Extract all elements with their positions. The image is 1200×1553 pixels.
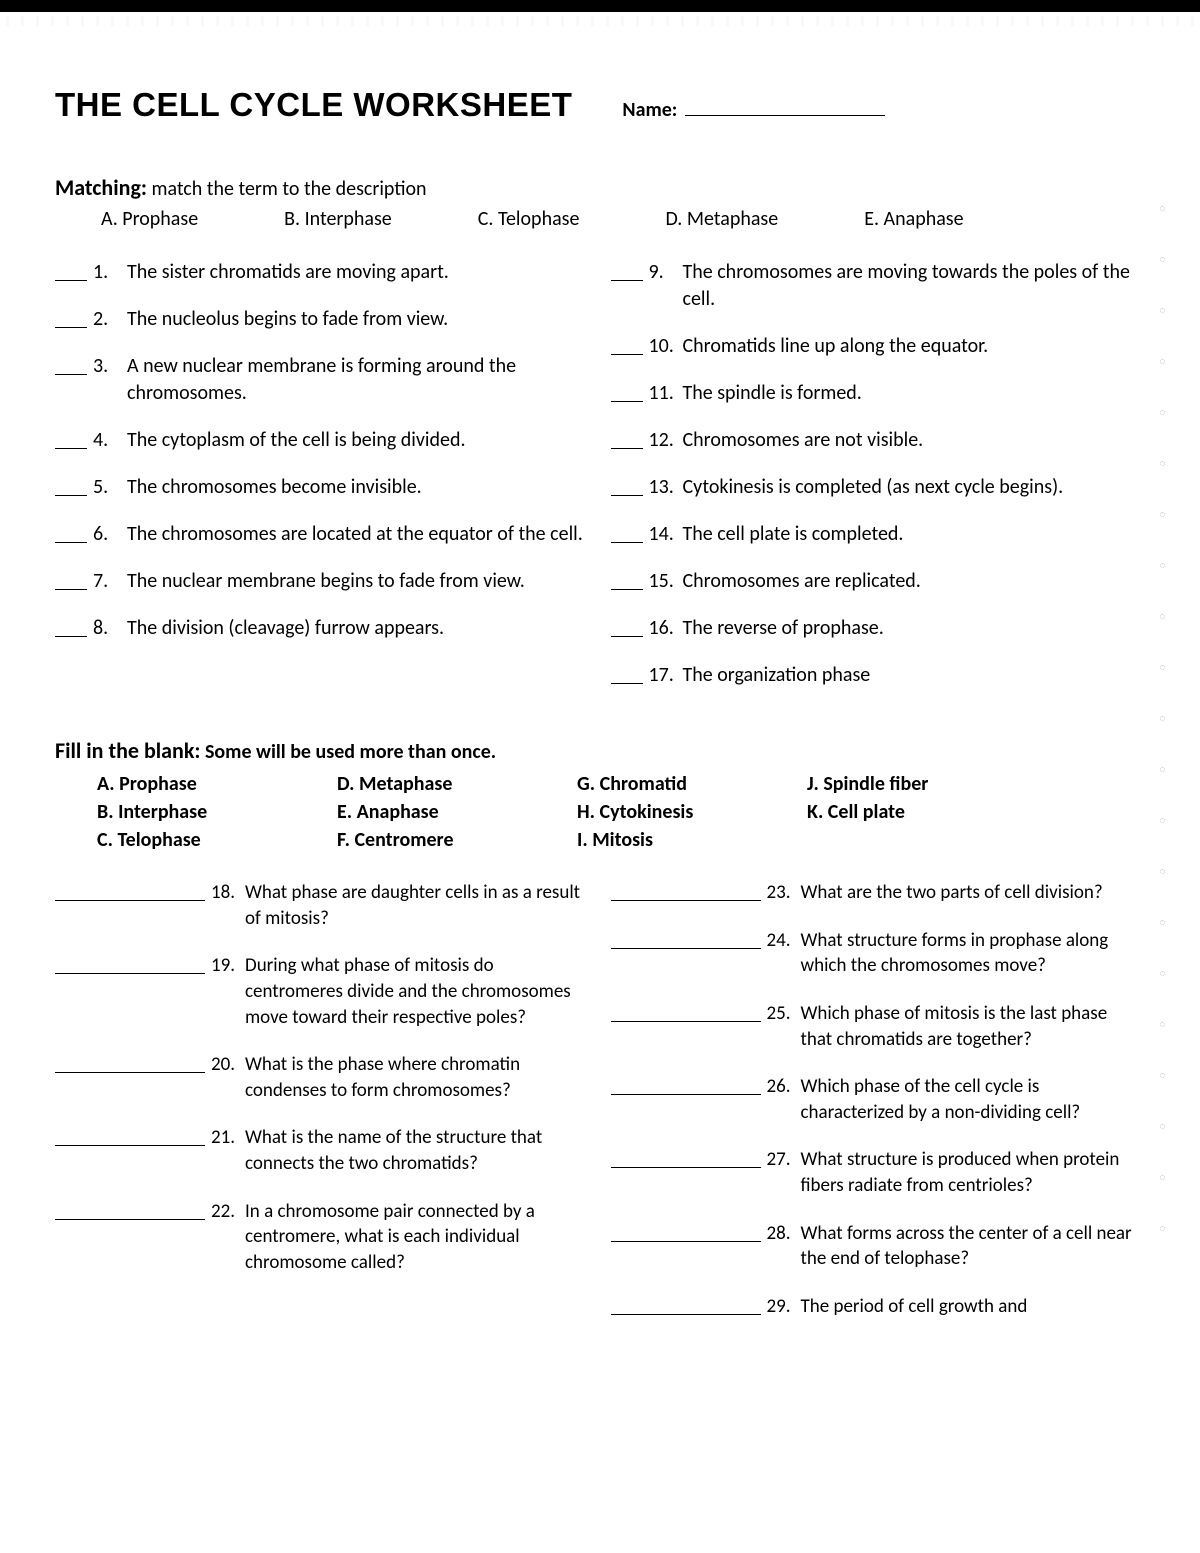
binder-holes (1160, 206, 1166, 1342)
q27: 27.What structure is produced when prote… (611, 1147, 1141, 1198)
fopt-c: C. Telophase (97, 828, 337, 852)
fopt-h: H. Cytokinesis (577, 800, 807, 824)
matching-heading: Matching: match the term to the descript… (55, 174, 1140, 201)
name-field-wrap: Name: (622, 98, 885, 122)
q13: 13.Cytokinesis is completed (as next cyc… (611, 474, 1141, 501)
fopt-e: E. Anaphase (337, 800, 577, 824)
answer-blank[interactable] (611, 1294, 761, 1315)
answer-blank[interactable] (55, 1199, 205, 1220)
answer-blank[interactable] (55, 953, 205, 974)
fopt-f: F. Centromere (337, 828, 577, 852)
answer-blank[interactable] (55, 880, 205, 901)
answer-blank[interactable] (611, 1221, 761, 1242)
answer-blank[interactable] (55, 259, 87, 281)
answer-blank[interactable] (611, 1147, 761, 1168)
q18: 18.What phase are daughter cells in as a… (55, 880, 585, 931)
q29: 29.The period of cell growth and (611, 1294, 1141, 1320)
fopt-i: I. Mitosis (577, 828, 807, 852)
fopt-k: K. Cell plate (807, 800, 1037, 824)
fill-heading-bold: Fill in the blank: (55, 737, 200, 764)
scan-noise (0, 16, 1200, 26)
answer-blank[interactable] (611, 568, 643, 590)
matching-right-col: 9.The chromosomes are moving towards the… (611, 259, 1141, 709)
q26: 26.Which phase of the cell cycle is char… (611, 1074, 1141, 1125)
q11: 11.The spindle is formed. (611, 380, 1141, 407)
fopt-g: G. Chromatid (577, 772, 807, 796)
answer-blank[interactable] (611, 521, 643, 543)
matching-heading-bold: Matching: (55, 174, 147, 201)
fopt-b: B. Interphase (97, 800, 337, 824)
q25: 25.Which phase of mitosis is the last ph… (611, 1001, 1141, 1052)
q24: 24.What structure forms in prophase alon… (611, 928, 1141, 979)
name-input-line[interactable] (685, 115, 885, 116)
q28: 28.What forms across the center of a cel… (611, 1221, 1141, 1272)
q17: 17.The organization phase (611, 662, 1141, 689)
q12: 12.Chromosomes are not visible. (611, 427, 1141, 454)
q3: 3.A new nuclear membrane is forming arou… (55, 353, 585, 407)
answer-blank[interactable] (55, 615, 87, 637)
fill-options: A. Prophase D. Metaphase G. Chromatid J.… (97, 772, 1140, 852)
q4: 4.The cytoplasm of the cell is being div… (55, 427, 585, 454)
option-c: C. Telophase (478, 207, 580, 231)
q15: 15.Chromosomes are replicated. (611, 568, 1141, 595)
fill-heading-rest: Some will be used more than once. (200, 740, 496, 764)
q10: 10.Chromatids line up along the equator. (611, 333, 1141, 360)
q14: 14.The cell plate is completed. (611, 521, 1141, 548)
answer-blank[interactable] (611, 1074, 761, 1095)
answer-blank[interactable] (611, 615, 643, 637)
answer-blank[interactable] (55, 427, 87, 449)
q19: 19.During what phase of mitosis do centr… (55, 953, 585, 1030)
answer-blank[interactable] (55, 521, 87, 543)
q16: 16.The reverse of prophase. (611, 615, 1141, 642)
q9: 9.The chromosomes are moving towards the… (611, 259, 1141, 313)
q7: 7.The nuclear membrane begins to fade fr… (55, 568, 585, 595)
option-a: A. Prophase (101, 207, 198, 231)
scan-top-bar (0, 0, 1200, 12)
answer-blank[interactable] (55, 306, 87, 328)
q20: 20.What is the phase where chromatin con… (55, 1052, 585, 1103)
answer-blank[interactable] (55, 353, 87, 375)
fill-questions: 18.What phase are daughter cells in as a… (55, 880, 1140, 1342)
header-row: THE CELL CYCLE WORKSHEET Name: (55, 86, 1140, 124)
answer-blank[interactable] (55, 1125, 205, 1146)
q2: 2.The nucleolus begins to fade from view… (55, 306, 585, 333)
q23: 23.What are the two parts of cell divisi… (611, 880, 1141, 906)
option-d: D. Metaphase (665, 207, 778, 231)
q1: 1.The sister chromatids are moving apart… (55, 259, 585, 286)
name-label: Name: (622, 98, 677, 122)
fill-left-col: 18.What phase are daughter cells in as a… (55, 880, 585, 1342)
matching-questions: 1.The sister chromatids are moving apart… (55, 259, 1140, 709)
page-title: THE CELL CYCLE WORKSHEET (55, 86, 572, 124)
worksheet-page: THE CELL CYCLE WORKSHEET Name: Matching:… (0, 86, 1200, 1342)
answer-blank[interactable] (611, 333, 643, 355)
fopt-a: A. Prophase (97, 772, 337, 796)
fopt-d: D. Metaphase (337, 772, 577, 796)
matching-options: A. Prophase B. Interphase C. Telophase D… (101, 207, 1140, 231)
matching-left-col: 1.The sister chromatids are moving apart… (55, 259, 585, 709)
answer-blank[interactable] (55, 1052, 205, 1073)
fopt-j: J. Spindle fiber (807, 772, 1037, 796)
answer-blank[interactable] (611, 427, 643, 449)
answer-blank[interactable] (55, 568, 87, 590)
option-b: B. Interphase (284, 207, 392, 231)
q21: 21.What is the name of the structure tha… (55, 1125, 585, 1176)
option-e: E. Anaphase (864, 207, 963, 231)
answer-blank[interactable] (611, 928, 761, 949)
q8: 8.The division (cleavage) furrow appears… (55, 615, 585, 642)
answer-blank[interactable] (611, 380, 643, 402)
answer-blank[interactable] (611, 662, 643, 684)
q22: 22.In a chromosome pair connected by a c… (55, 1199, 585, 1276)
q6: 6.The chromosomes are located at the equ… (55, 521, 585, 548)
answer-blank[interactable] (611, 1001, 761, 1022)
answer-blank[interactable] (611, 259, 643, 281)
q5: 5.The chromosomes become invisible. (55, 474, 585, 501)
fill-right-col: 23.What are the two parts of cell divisi… (611, 880, 1141, 1342)
answer-blank[interactable] (611, 880, 761, 901)
answer-blank[interactable] (611, 474, 643, 496)
answer-blank[interactable] (55, 474, 87, 496)
matching-heading-rest: match the term to the description (147, 177, 427, 201)
fill-heading: Fill in the blank: Some will be used mor… (55, 737, 1140, 764)
